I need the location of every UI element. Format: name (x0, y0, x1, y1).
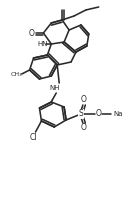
Text: Na: Na (114, 111, 123, 117)
Text: O: O (96, 109, 102, 118)
Text: O: O (81, 124, 87, 133)
Text: O: O (81, 96, 87, 104)
Text: O: O (29, 28, 34, 37)
Text: Cl: Cl (30, 133, 37, 141)
Text: S: S (78, 109, 83, 118)
Text: NH: NH (49, 85, 60, 91)
Text: HN: HN (37, 41, 48, 47)
Text: CH₃: CH₃ (11, 71, 23, 76)
